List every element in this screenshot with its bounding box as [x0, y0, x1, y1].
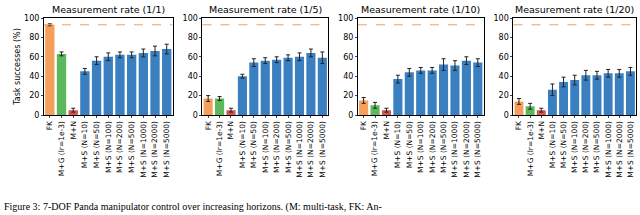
svg-text:M+S (N=5000): M+S (N=5000) — [473, 121, 482, 178]
svg-text:M+S (N=2000): M+S (N=2000) — [615, 121, 624, 178]
svg-text:M+S (N=500): M+S (N=500) — [284, 121, 293, 173]
svg-text:100: 100 — [338, 14, 353, 23]
svg-text:M+S (N=5000): M+S (N=5000) — [626, 121, 635, 178]
svg-text:40: 40 — [29, 72, 39, 81]
svg-text:M+S (N=10): M+S (N=10) — [238, 121, 247, 168]
svg-text:0: 0 — [348, 111, 353, 120]
svg-text:20: 20 — [29, 91, 39, 100]
svg-text:M+G (lr=1e-3): M+G (lr=1e-3) — [370, 121, 379, 176]
svg-text:Task successes (%): Task successes (%) — [13, 28, 22, 106]
svg-text:M+S (N=500): M+S (N=500) — [592, 121, 601, 173]
svg-text:100: 100 — [24, 14, 39, 23]
svg-text:M+N: M+N — [69, 121, 78, 139]
svg-text:80: 80 — [499, 33, 509, 42]
svg-text:M+S (N=5000): M+S (N=5000) — [318, 121, 327, 178]
svg-text:M+S (N=100): M+S (N=100) — [261, 121, 270, 173]
svg-text:FK: FK — [514, 120, 523, 130]
svg-text:M+S (N=50): M+S (N=50) — [405, 121, 414, 168]
svg-text:M+S (N=10): M+S (N=10) — [80, 121, 89, 168]
svg-text:0: 0 — [193, 111, 198, 120]
svg-text:M+S (N=10): M+S (N=10) — [393, 121, 402, 168]
svg-text:M+S (N=200): M+S (N=200) — [428, 121, 437, 173]
svg-text:M+S (N=500): M+S (N=500) — [439, 121, 448, 173]
svg-text:M+S (N=1000): M+S (N=1000) — [604, 121, 613, 178]
svg-text:Figure 3: 7-DOF Panda manipula: Figure 3: 7-DOF Panda manipulator contro… — [4, 201, 382, 213]
svg-text:M+S (N=10): M+S (N=10) — [548, 121, 557, 168]
svg-text:M+S (N=2000): M+S (N=2000) — [150, 121, 159, 178]
svg-text:20: 20 — [499, 91, 509, 100]
svg-text:M+G (lr=1e-3): M+G (lr=1e-3) — [57, 121, 66, 176]
svg-text:M+S (N=100): M+S (N=100) — [104, 121, 113, 173]
svg-text:M+S (N=1000): M+S (N=1000) — [450, 121, 459, 178]
svg-text:0: 0 — [504, 111, 509, 120]
svg-text:60: 60 — [499, 53, 509, 62]
svg-text:80: 80 — [343, 33, 353, 42]
svg-text:Measurement rate (1/1): Measurement rate (1/1) — [52, 4, 165, 15]
svg-text:80: 80 — [188, 33, 198, 42]
svg-text:20: 20 — [343, 91, 353, 100]
svg-text:80: 80 — [29, 33, 39, 42]
svg-text:M+G (lr=1e-3): M+G (lr=1e-3) — [215, 121, 224, 176]
svg-text:M+S (N=5000): M+S (N=5000) — [162, 121, 171, 178]
svg-text:Measurement rate (1/5): Measurement rate (1/5) — [209, 4, 322, 15]
svg-text:FK: FK — [45, 120, 54, 130]
svg-text:40: 40 — [343, 72, 353, 81]
svg-text:40: 40 — [499, 72, 509, 81]
svg-text:M+S (N=500): M+S (N=500) — [127, 121, 136, 173]
svg-text:M+S (N=1000): M+S (N=1000) — [139, 121, 148, 178]
svg-text:M+S (N=50): M+S (N=50) — [249, 121, 258, 168]
svg-text:M+S (N=50): M+S (N=50) — [92, 121, 101, 168]
svg-text:M+N: M+N — [382, 121, 391, 139]
svg-text:M+S (N=200): M+S (N=200) — [272, 121, 281, 173]
svg-text:M+S (N=100): M+S (N=100) — [570, 121, 579, 173]
svg-text:M+S (N=1000): M+S (N=1000) — [295, 121, 304, 178]
svg-text:0: 0 — [34, 111, 39, 120]
svg-text:60: 60 — [343, 53, 353, 62]
svg-text:M+N: M+N — [226, 121, 235, 139]
svg-text:M+G (lr=1e-3): M+G (lr=1e-3) — [526, 121, 535, 176]
svg-text:FK: FK — [204, 120, 213, 130]
svg-text:M+N: M+N — [537, 121, 546, 139]
svg-text:M+S (N=2000): M+S (N=2000) — [306, 121, 315, 178]
svg-text:Measurement rate (1/20): Measurement rate (1/20) — [515, 4, 634, 15]
svg-text:FK: FK — [359, 120, 368, 130]
svg-text:100: 100 — [494, 14, 509, 23]
svg-text:60: 60 — [188, 53, 198, 62]
svg-text:M+S (N=50): M+S (N=50) — [559, 121, 568, 168]
svg-text:Measurement rate (1/10): Measurement rate (1/10) — [361, 4, 480, 15]
svg-text:M+S (N=200): M+S (N=200) — [115, 121, 124, 173]
svg-text:M+S (N=200): M+S (N=200) — [581, 121, 590, 173]
svg-text:20: 20 — [188, 91, 198, 100]
svg-text:40: 40 — [188, 72, 198, 81]
svg-text:60: 60 — [29, 53, 39, 62]
svg-text:M+S (N=100): M+S (N=100) — [416, 121, 425, 173]
svg-text:100: 100 — [183, 14, 198, 23]
svg-text:M+S (N=2000): M+S (N=2000) — [462, 121, 471, 178]
